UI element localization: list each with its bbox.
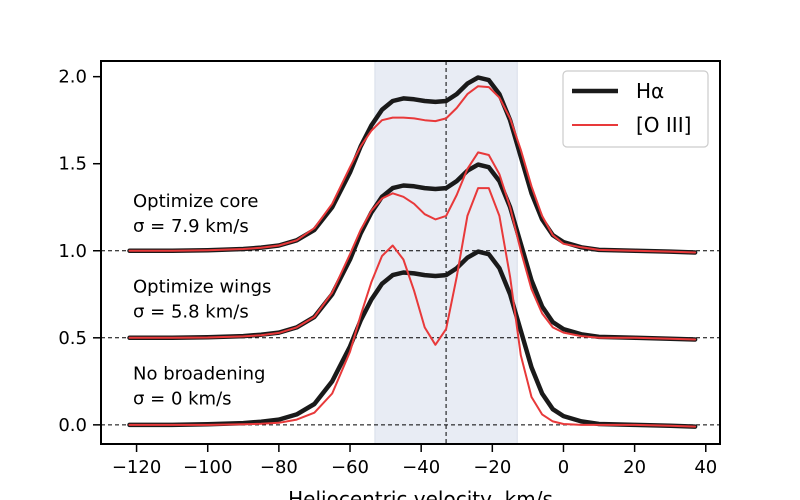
annotation-title: Optimize wings (133, 277, 271, 298)
x-tick-label: −120 (112, 457, 161, 478)
y-tick-label: 0.0 (58, 415, 87, 436)
series-oiii-optimize-wings (128, 151, 697, 341)
legend-label: Hα (636, 79, 664, 103)
axes-layer: −120 −100 −80 −60 −40 −20 0 20 40 0.0 0.5 1.0 1.5 2.0… (58, 60, 721, 500)
x-tick-label: 40 (694, 457, 717, 478)
annotation-sigma: σ = 0 km/s (133, 389, 232, 410)
x-tick-label: 20 (623, 457, 646, 478)
legend: Hα [O III] (562, 70, 709, 148)
legend-label: [O III] (636, 113, 691, 137)
y-tick-label: 1.5 (58, 154, 87, 175)
series-oiii-optimize-core (128, 85, 697, 254)
x-tick-label: −40 (402, 457, 440, 478)
y-tick-label: 2.0 (58, 67, 87, 88)
x-tick-label: 0 (558, 457, 569, 478)
x-tick-label: −60 (331, 457, 369, 478)
reference-lines-layer (101, 61, 720, 444)
x-tick-label: −80 (260, 457, 298, 478)
annotation-sigma: σ = 5.8 km/s (133, 302, 249, 323)
y-tick-label: 1.0 (58, 241, 87, 262)
annotation-title: No broadening (133, 364, 265, 385)
y-tick-label: 0.5 (58, 328, 87, 349)
plot-frame (100, 60, 721, 445)
annotation-title: Optimize core (133, 191, 258, 212)
x-axis-label: Heliocentric velocity, km/s (288, 487, 553, 500)
annotation-sigma: σ = 7.9 km/s (133, 216, 249, 237)
series-oiii-no-broadening (128, 187, 697, 428)
series-halpha-no-broadening (127, 249, 698, 429)
annotations-layer: Optimize core σ = 7.9 km/s Optimize wings σ… (133, 191, 271, 409)
x-tick-label: −100 (183, 457, 232, 478)
series-layer (127, 75, 698, 429)
x-tick-label: −20 (473, 457, 511, 478)
